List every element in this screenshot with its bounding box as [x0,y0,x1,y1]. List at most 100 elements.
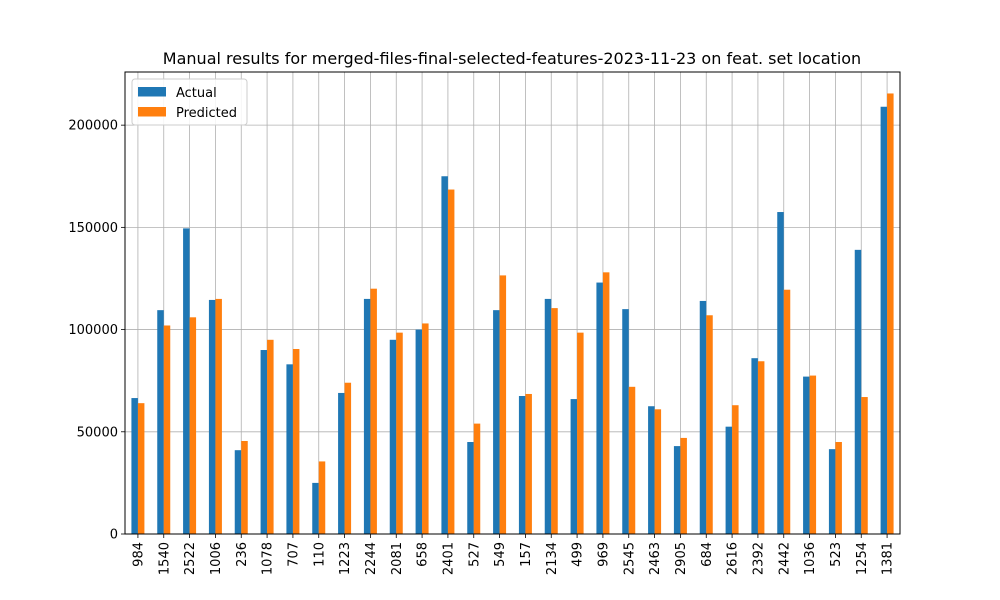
bar-actual [880,106,888,535]
bar-predicted [628,386,636,534]
bar-actual [338,392,345,534]
bar-predicted [344,382,352,534]
x-tick-label: 684 [700,542,715,567]
x-tick-label: 110 [312,542,327,567]
bar-actual [260,350,268,534]
x-tick-label: 2392 [751,542,766,575]
legend: Actual Predicted [131,78,248,126]
x-tick-label: 1381 [881,542,896,575]
bar-predicted [318,461,326,534]
bar-predicted [835,442,842,534]
x-tick-label: 549 [493,542,508,567]
x-tick-label: 969 [596,542,611,567]
bar-predicted [447,189,455,534]
x-tick-label: 527 [467,542,482,567]
bar-predicted [706,315,713,534]
x-tick-label: 1254 [855,542,870,575]
x-axis: 984 1540 2522 1006 236 1078 707 110 1223 2244 2081… [131,534,896,575]
bar-actual [208,299,216,534]
bar-actual [777,212,784,534]
x-tick-label: 2244 [364,542,379,575]
bar-actual [673,446,681,534]
chart-title: Manual results for merged-files-final-se… [163,49,861,68]
x-tick-label: 2905 [674,542,689,575]
bar-actual [725,426,733,534]
x-tick-label: 1223 [338,542,353,575]
x-tick-label: 984 [131,542,146,567]
bar-actual [854,249,862,535]
bar-actual [467,442,474,534]
bar-predicted [163,325,171,534]
bar-actual [131,398,138,534]
x-tick-label: 1540 [157,542,172,575]
x-tick-label: 2081 [390,542,405,575]
plot-frame [124,71,901,535]
x-tick-label: 2401 [441,542,456,575]
bar-predicted [654,409,662,534]
legend-label-predicted: Predicted [176,106,237,121]
bar-predicted [680,437,687,534]
bars [131,93,894,535]
legend-swatch-predicted [138,107,166,117]
bar-predicted [241,440,248,534]
bar-actual [828,449,836,534]
bar-actual [544,298,552,534]
legend-swatch-actual [138,87,166,97]
y-tick-label: 50000 [77,425,118,440]
bar-predicted [499,275,507,534]
x-tick-label: 2463 [648,542,663,575]
x-tick-label: 707 [286,542,301,567]
y-tick-label: 200000 [68,119,118,134]
bar-actual [596,282,603,534]
x-tick-label: 157 [519,542,534,567]
x-tick-label: 2442 [777,542,792,575]
bar-predicted [473,423,481,534]
x-tick-label: 2545 [622,542,637,575]
bar-predicted [577,332,584,534]
x-tick-label: 499 [571,542,586,567]
bar-predicted [267,339,274,534]
bar-actual [648,406,655,534]
x-tick-label: 1036 [803,542,818,575]
bar-actual [286,364,293,534]
bar-actual [570,399,578,534]
bar-actual [622,309,629,534]
bar-actual [803,376,810,534]
bar-predicted [887,93,894,534]
x-tick-label: 1006 [209,542,224,575]
y-axis: 0 50000 100000 150000 200000 [68,119,125,543]
bar-predicted [809,375,817,534]
bar-actual [234,450,242,534]
bar-predicted [861,397,868,534]
bar-predicted [783,289,791,534]
x-tick-label: 236 [235,542,250,567]
bar-predicted [292,348,300,534]
bar-predicted [757,361,765,534]
bar-predicted [732,405,739,534]
bar-actual [363,298,371,534]
bar-predicted [396,332,403,534]
bar-predicted [215,298,222,534]
legend-label-actual: Actual [176,86,217,101]
x-tick-label: 2616 [726,542,741,575]
bar-predicted [189,317,197,534]
bar-actual [518,396,526,534]
y-tick-label: 150000 [68,221,118,236]
bar-predicted [370,288,377,534]
y-tick-label: 0 [110,528,118,543]
x-tick-label: 2134 [545,542,560,575]
bar-predicted [137,403,145,534]
x-tick-label: 1078 [261,542,276,575]
bar-actual [389,339,397,534]
bar-predicted [422,323,429,534]
bar-actual [183,228,190,534]
bar-predicted [602,272,610,534]
x-tick-label: 2522 [183,542,198,575]
y-tick-label: 100000 [68,323,118,338]
bar-actual [441,176,448,534]
bar-actual [157,310,164,534]
bar-actual [312,482,319,534]
x-tick-label: 523 [829,542,844,567]
bar-actual [493,310,500,534]
